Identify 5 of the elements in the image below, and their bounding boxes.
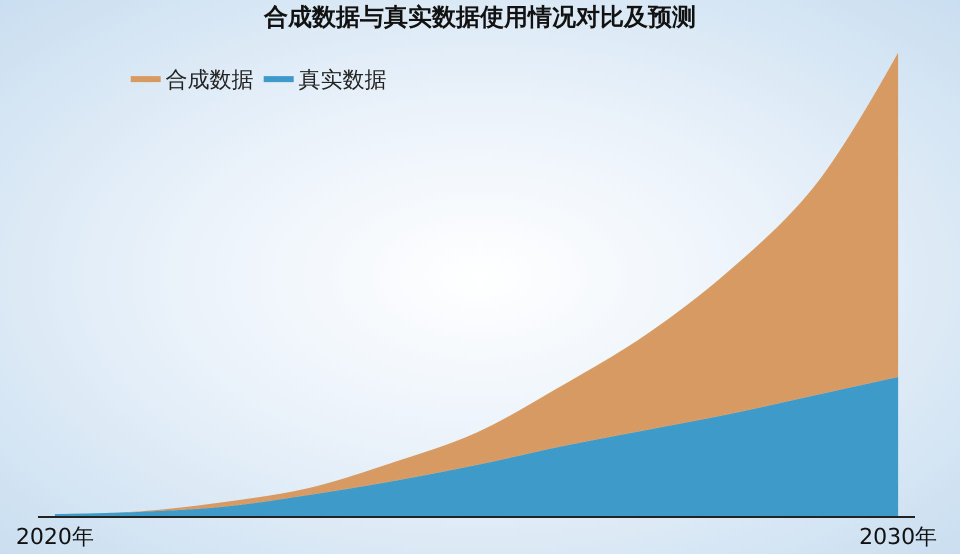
x-tick-label: 2020年	[16, 525, 94, 550]
x-tick-label: 2030年	[859, 525, 938, 550]
chart-title: 合成数据与真实数据使用情况对比及预测	[263, 3, 696, 32]
legend-label: 真实数据	[298, 68, 387, 93]
legend-label: 合成数据	[166, 68, 254, 93]
